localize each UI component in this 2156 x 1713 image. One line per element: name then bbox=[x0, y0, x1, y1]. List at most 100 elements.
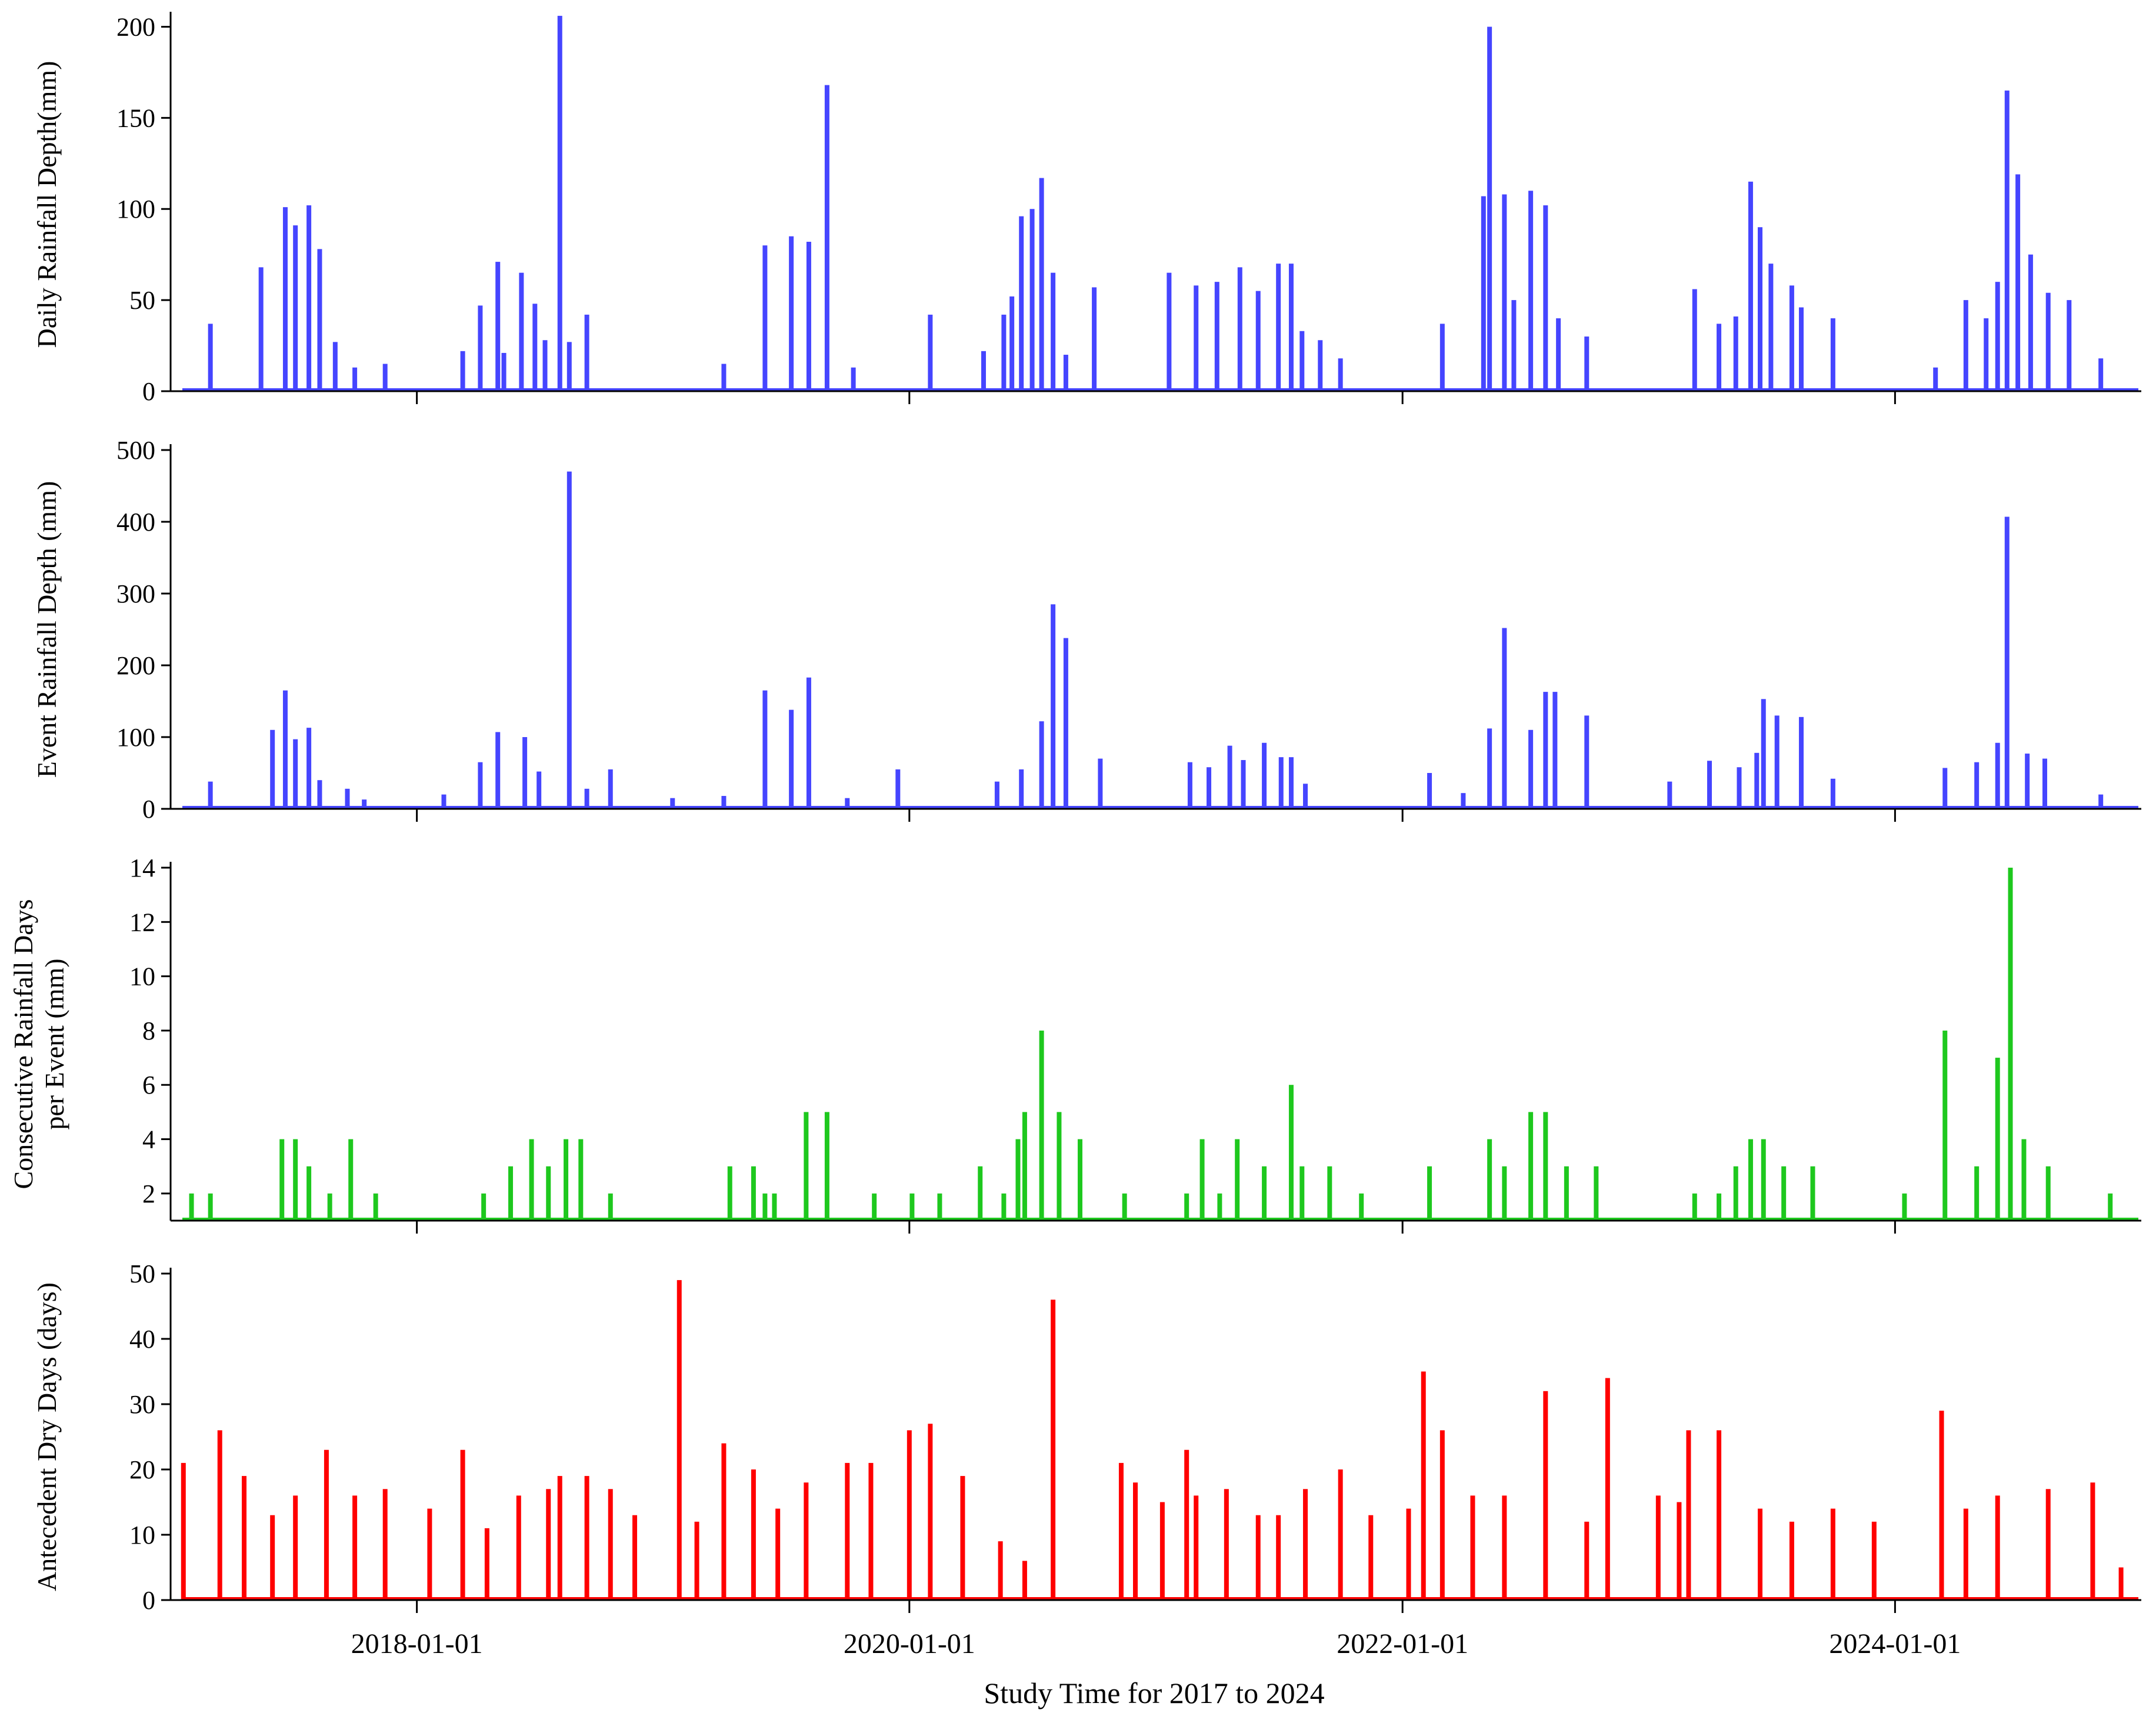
bar-mark bbox=[258, 267, 264, 391]
y-tick-label: 50 bbox=[129, 286, 155, 315]
bar-mark bbox=[1001, 314, 1007, 391]
bar-mark bbox=[495, 732, 501, 809]
bar-mark bbox=[872, 1193, 877, 1221]
bar-mark bbox=[382, 1489, 388, 1600]
bar-mark bbox=[1327, 1166, 1332, 1221]
bar-mark bbox=[536, 771, 542, 809]
bar-mark bbox=[1995, 282, 2000, 391]
bar-mark bbox=[441, 794, 446, 809]
bar-mark bbox=[460, 351, 465, 391]
bar-mark bbox=[584, 788, 589, 809]
bar-mark bbox=[1255, 1515, 1261, 1600]
bar-mark bbox=[677, 1280, 682, 1600]
bar-mark bbox=[1487, 1139, 1492, 1221]
x-axis-title: Study Time for 2017 to 2024 bbox=[984, 1677, 1324, 1709]
bar-mark bbox=[529, 1139, 534, 1221]
bar-mark bbox=[1077, 1139, 1082, 1221]
bar-mark bbox=[345, 788, 350, 809]
bar-mark bbox=[362, 799, 367, 809]
bar-mark bbox=[1288, 757, 1294, 809]
bar-mark bbox=[1199, 1139, 1205, 1221]
bar-mark bbox=[1733, 1166, 1738, 1221]
bar-mark bbox=[478, 305, 483, 391]
bar-mark bbox=[1359, 1193, 1364, 1221]
bar-mark bbox=[806, 242, 811, 391]
bar-mark bbox=[978, 1166, 983, 1221]
bar-mark bbox=[293, 1139, 298, 1221]
bar-mark bbox=[1227, 745, 1232, 809]
bar-mark bbox=[1133, 1482, 1138, 1600]
bar-mark bbox=[1733, 316, 1738, 391]
bar-mark bbox=[1984, 318, 1989, 391]
bar-mark bbox=[1995, 1058, 2000, 1221]
bar-mark bbox=[851, 367, 856, 391]
y-tick-label: 6 bbox=[142, 1071, 155, 1099]
bar-mark bbox=[1655, 1495, 1661, 1600]
bar-mark bbox=[1318, 340, 1323, 391]
bar-mark bbox=[546, 1166, 551, 1221]
bar-mark bbox=[1686, 1430, 1691, 1600]
bar-mark bbox=[1830, 318, 1835, 391]
bar-mark bbox=[1564, 1166, 1569, 1221]
bar-mark bbox=[1098, 758, 1103, 809]
bar-mark bbox=[348, 1139, 354, 1221]
bar-mark bbox=[1963, 300, 1968, 391]
bar-mark bbox=[1810, 1166, 1815, 1221]
bar-mark bbox=[1338, 1469, 1343, 1600]
bar-mark bbox=[1902, 1193, 1907, 1221]
bar-mark bbox=[1707, 761, 1712, 809]
bar-mark bbox=[608, 769, 613, 809]
bar-mark bbox=[1871, 1521, 1877, 1600]
bar-mark bbox=[508, 1166, 514, 1221]
bar-mark bbox=[1584, 1521, 1589, 1600]
bar-mark bbox=[293, 1495, 298, 1600]
bar-mark bbox=[1511, 300, 1517, 391]
bar-mark bbox=[1276, 264, 1281, 391]
bar-mark bbox=[1303, 1489, 1308, 1600]
bar-mark bbox=[1278, 757, 1284, 809]
bar-mark bbox=[1692, 1193, 1697, 1221]
bar-mark bbox=[907, 1430, 912, 1600]
bar-mark bbox=[721, 364, 727, 391]
bar-mark bbox=[1194, 285, 1199, 391]
bar-mark bbox=[1184, 1193, 1189, 1221]
bar-mark bbox=[1487, 728, 1492, 809]
y-tick-label: 100 bbox=[116, 723, 155, 752]
bar-mark bbox=[306, 205, 312, 391]
bar-mark bbox=[1009, 296, 1015, 391]
bar-mark bbox=[1288, 264, 1294, 391]
bar-mark bbox=[1299, 1166, 1305, 1221]
bar-mark bbox=[567, 342, 572, 391]
bar-mark bbox=[1051, 604, 1056, 809]
bar-mark bbox=[1768, 264, 1774, 391]
bar-mark bbox=[1584, 715, 1589, 809]
bar-mark bbox=[1303, 784, 1308, 809]
bar-mark bbox=[1217, 1193, 1222, 1221]
bar-mark bbox=[564, 1139, 569, 1221]
bar-mark bbox=[501, 352, 506, 391]
bar-mark bbox=[460, 1449, 465, 1600]
bar-mark bbox=[1677, 1502, 1682, 1600]
bar-mark bbox=[1974, 762, 1980, 809]
bar-mark bbox=[1224, 1489, 1229, 1600]
bar-mark bbox=[751, 1469, 756, 1600]
chart-panel-3: 2 4 6 8 10 12 14 Consecutive Rainfall Daysper E… bbox=[8, 854, 2141, 1234]
y-tick-label: 200 bbox=[116, 12, 155, 41]
bar-mark bbox=[2004, 516, 2010, 809]
bar-mark bbox=[1299, 331, 1305, 391]
bar-mark bbox=[181, 1462, 186, 1600]
bar-mark bbox=[775, 1508, 781, 1600]
x-tick-label: 2020-01-01 bbox=[844, 1628, 975, 1659]
bar-mark bbox=[1605, 1378, 1610, 1600]
bar-mark bbox=[1255, 291, 1261, 391]
bar-mark bbox=[578, 1139, 584, 1221]
bar-mark bbox=[584, 314, 589, 391]
bar-mark bbox=[1237, 267, 1242, 391]
bar-mark bbox=[928, 1424, 933, 1600]
bar-mark bbox=[1758, 1508, 1763, 1600]
bar-mark bbox=[1717, 1430, 1722, 1600]
bar-mark bbox=[557, 15, 562, 391]
bar-mark bbox=[1781, 1166, 1787, 1221]
